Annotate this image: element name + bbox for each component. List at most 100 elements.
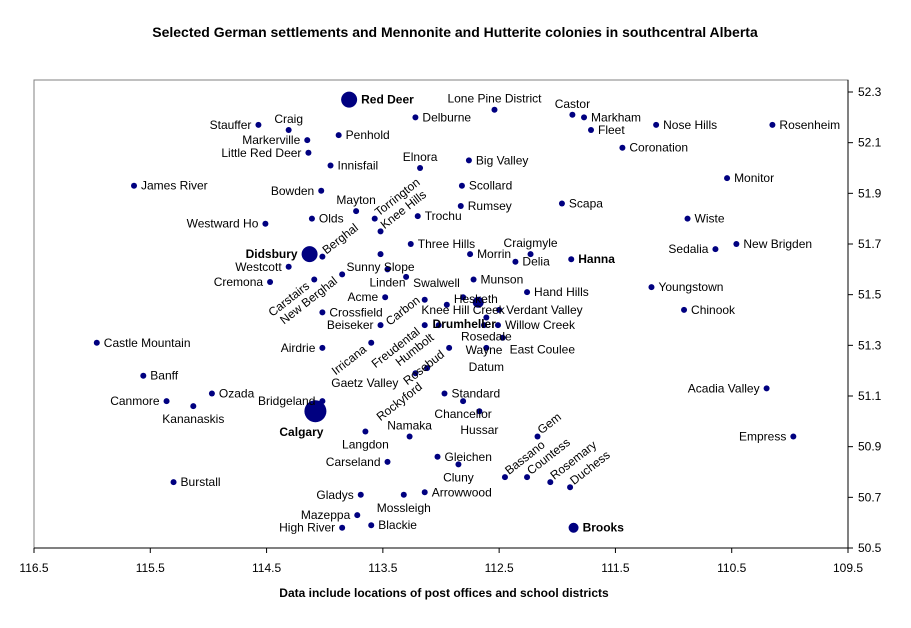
chart-title: Selected German settlements and Mennonit… xyxy=(152,24,758,40)
point-label: Hussar xyxy=(460,423,498,437)
data-point xyxy=(512,258,519,265)
data-point xyxy=(304,137,311,144)
point-label: Linden xyxy=(369,275,405,289)
data-point xyxy=(465,157,472,164)
point-label: Wayne xyxy=(466,343,503,357)
data-point xyxy=(790,433,797,440)
point-label: Wiste xyxy=(695,212,725,226)
data-point xyxy=(724,175,731,182)
data-point xyxy=(377,251,384,258)
data-point xyxy=(400,491,407,498)
point-label: Blackie xyxy=(378,518,417,532)
data-point xyxy=(335,132,342,139)
data-point xyxy=(763,385,770,392)
data-point xyxy=(406,433,413,440)
x-tick-label: 112.5 xyxy=(485,561,514,575)
data-point xyxy=(421,322,428,329)
data-point xyxy=(421,296,428,303)
data-point xyxy=(568,256,575,263)
data-point xyxy=(384,266,391,273)
data-point xyxy=(547,479,554,486)
point-label: Delia xyxy=(522,255,550,269)
point-label: Hanna xyxy=(578,252,615,266)
data-point xyxy=(208,390,215,397)
data-point xyxy=(403,273,410,280)
data-point xyxy=(458,182,465,189)
data-point xyxy=(267,279,274,285)
point-label: Bridgeland xyxy=(258,394,315,408)
point-label: Rumsey xyxy=(468,199,512,213)
point-label: Beiseker xyxy=(327,318,374,332)
data-point xyxy=(524,474,531,481)
data-point xyxy=(441,390,448,397)
data-point xyxy=(318,187,325,194)
data-point xyxy=(460,398,467,405)
point-label: Trochu xyxy=(425,209,462,223)
point-label: Olds xyxy=(319,212,344,226)
point-label: Mossleigh xyxy=(377,501,431,515)
point-label: Langdon xyxy=(342,437,389,451)
y-tick-label: 51.9 xyxy=(858,186,882,200)
data-point xyxy=(581,114,588,121)
x-tick-label: 115.5 xyxy=(136,561,165,575)
data-point xyxy=(414,213,421,220)
point-label: Datum xyxy=(469,360,504,374)
point-label: Westward Ho xyxy=(187,217,259,231)
data-point xyxy=(377,322,384,329)
y-tick-label: 51.5 xyxy=(858,288,882,302)
point-label: Munson xyxy=(481,272,524,286)
data-point xyxy=(457,203,464,209)
point-label: Mazeppa xyxy=(301,508,351,522)
point-label: Drumheller xyxy=(433,317,497,331)
data-point xyxy=(140,372,147,379)
data-point xyxy=(421,489,428,496)
data-point xyxy=(93,339,100,346)
point-label: Elnora xyxy=(403,150,438,164)
point-label: New Brigden xyxy=(743,237,812,251)
point-label: Crossfield xyxy=(329,305,382,319)
x-tick-label: 116.5 xyxy=(19,561,48,575)
point-label: Kananaskis xyxy=(162,412,224,426)
point-label: East Coulee xyxy=(510,343,576,357)
point-label: Red Deer xyxy=(361,93,414,107)
point-label: Fleet xyxy=(598,123,625,137)
point-label: Knee Hill Creek xyxy=(421,303,505,317)
data-point xyxy=(368,339,375,346)
point-label: Verdant Valley xyxy=(506,303,582,317)
data-point xyxy=(569,111,576,118)
data-point xyxy=(434,453,441,460)
point-label: Swalwell xyxy=(413,276,460,290)
data-point xyxy=(339,271,346,278)
data-point xyxy=(341,91,358,108)
data-point xyxy=(304,400,327,423)
data-point xyxy=(494,322,501,329)
point-label: Standard xyxy=(451,386,500,400)
data-point xyxy=(170,479,177,486)
point-label: Rosenheim xyxy=(779,118,840,132)
y-tick-label: 50.7 xyxy=(858,490,882,504)
data-point xyxy=(319,253,326,260)
point-label: Burstall xyxy=(181,475,221,489)
y-tick-label: 50.5 xyxy=(858,541,882,555)
data-point xyxy=(163,398,170,405)
data-point xyxy=(558,200,565,207)
data-point xyxy=(255,121,262,128)
point-label: Monitor xyxy=(734,171,774,185)
point-label: Hand Hills xyxy=(534,285,589,299)
data-point xyxy=(467,251,474,258)
data-point xyxy=(534,433,541,440)
x-axis-label: Data include locations of post offices a… xyxy=(279,586,609,600)
data-point xyxy=(470,276,477,283)
data-point xyxy=(455,461,462,468)
data-point xyxy=(190,403,197,410)
point-label: Cluny xyxy=(443,470,474,484)
point-label: Chancellor xyxy=(434,407,491,421)
data-point xyxy=(417,165,424,171)
x-tick-label: 110.5 xyxy=(717,561,746,575)
y-tick-label: 52.3 xyxy=(858,85,882,99)
data-point xyxy=(384,458,391,465)
point-label: Craigmyle xyxy=(504,236,558,250)
point-label: Brooks xyxy=(583,521,625,535)
axes: 116.5 115.5 114.5 113.5 112.5 111.5 110.5 109.5… xyxy=(19,80,882,575)
